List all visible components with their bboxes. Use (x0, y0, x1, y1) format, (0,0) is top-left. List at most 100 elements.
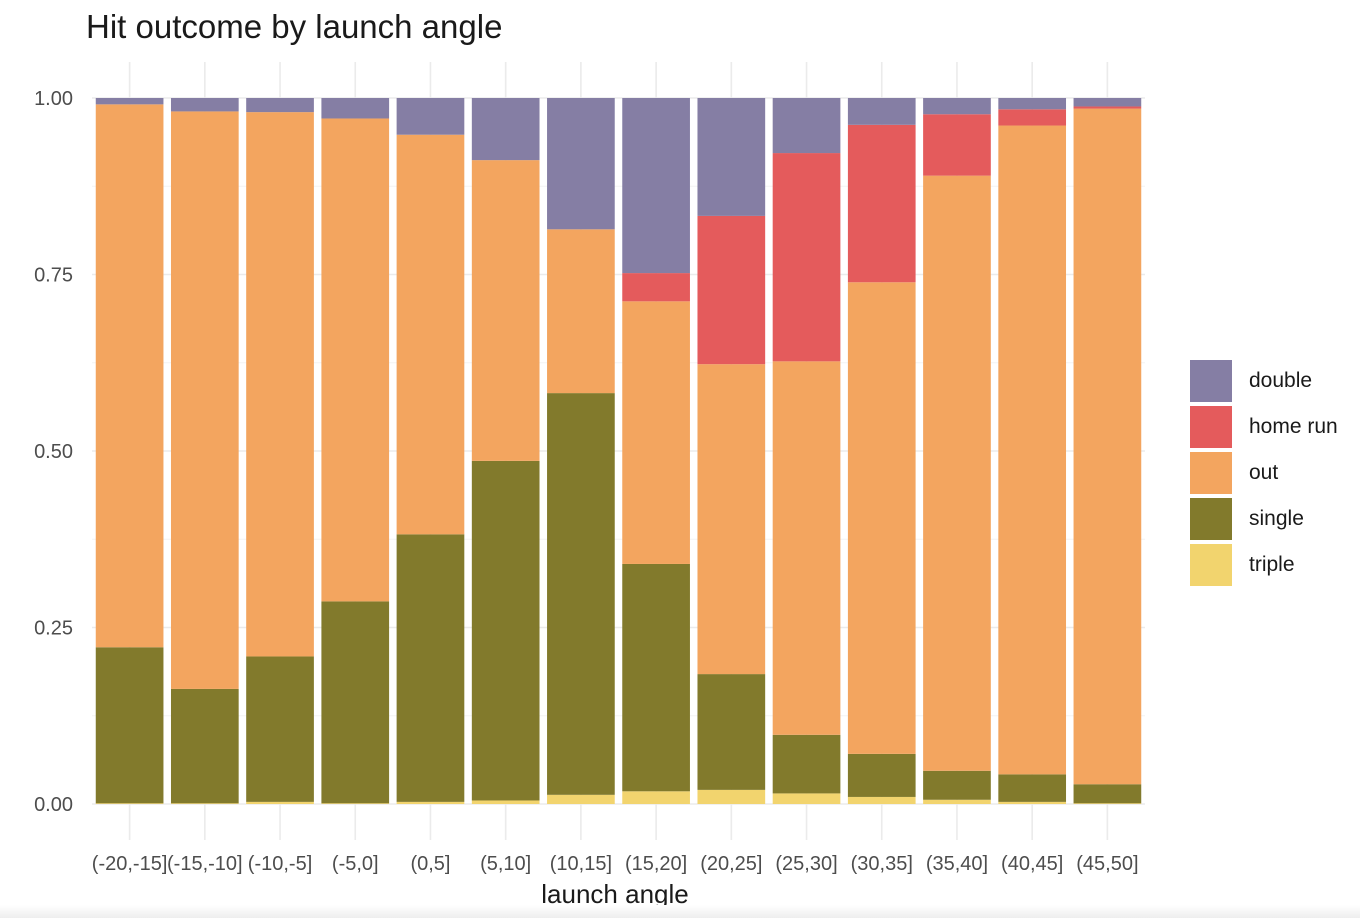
bar-segment-double (1073, 98, 1142, 107)
legend-label-triple: triple (1249, 553, 1295, 576)
bar-segment-out (170, 111, 239, 689)
legend-swatch-out (1190, 452, 1232, 494)
x-tick-label: (10,15] (550, 853, 612, 875)
bar-segment-out (1073, 108, 1142, 785)
bar-segment-triple (396, 801, 465, 804)
x-axis-title: launch angle (541, 879, 688, 909)
bar-segment-single (396, 534, 465, 802)
bar-segment-double (321, 98, 390, 119)
bar-segment-double (847, 98, 916, 125)
bar-segment-triple (998, 801, 1067, 804)
bar-segment-single (772, 734, 841, 794)
y-tick-label: 0.75 (34, 265, 73, 287)
bar-segment-single (998, 774, 1067, 802)
x-tick-label: (-15,-10] (167, 853, 243, 875)
bar-segment-single (923, 770, 991, 800)
x-tick-label: (35,40] (926, 853, 988, 875)
bar-segment-triple (847, 796, 916, 804)
bar-segment-out (847, 282, 916, 754)
bar-segment-double (923, 98, 991, 115)
y-tick-label: 0.25 (34, 618, 73, 640)
legend-item-triple: triple (1190, 542, 1338, 588)
bar-segment-triple (1073, 803, 1142, 804)
legend-item-home-run: home run (1190, 404, 1338, 450)
x-tick-label: (5,10] (480, 853, 531, 875)
bar-segment-out (772, 361, 841, 735)
bar-segment-out (622, 301, 690, 564)
bar-segment-triple (170, 803, 239, 804)
x-tick-label: (0,5] (410, 853, 450, 875)
bar-segment-home-run (847, 124, 916, 283)
legend-label-out: out (1249, 461, 1279, 484)
bar-segment-double (95, 98, 164, 105)
bar-segment-double (697, 98, 766, 216)
bar-segment-home-run (998, 109, 1067, 126)
x-tick-label: (25,30] (775, 853, 837, 875)
bar-segment-triple (246, 801, 314, 804)
bar-segment-out (697, 364, 766, 675)
bar-segment-out (321, 118, 390, 602)
bar-segment-home-run (1073, 106, 1142, 109)
legend: double home run out single triple (1190, 358, 1338, 588)
x-tick-label: (40,45] (1001, 853, 1063, 875)
bar-segment-single (697, 674, 766, 790)
bars (95, 98, 1142, 804)
bar-segment-single (321, 601, 390, 804)
bottom-edge-shade (0, 905, 1360, 918)
x-tick-label: (30,35] (851, 853, 913, 875)
legend-item-single: single (1190, 496, 1338, 542)
y-tick-label: 0.00 (34, 794, 73, 816)
bar-segment-home-run (622, 273, 690, 302)
chart-title: Hit outcome by launch angle (86, 8, 503, 45)
bar-segment-triple (622, 791, 690, 804)
bar-segment-triple (95, 803, 164, 804)
bar-segment-double (547, 98, 615, 230)
bar-segment-single (170, 688, 239, 804)
legend-swatch-double (1190, 360, 1232, 402)
bar-segment-out (246, 112, 314, 657)
x-tick-label: (-20,-15] (92, 853, 168, 875)
bar-segment-out (923, 175, 991, 771)
legend-label-double: double (1249, 369, 1313, 392)
x-tick-label: (20,25] (700, 853, 762, 875)
bar-segment-single (1073, 784, 1142, 804)
x-axis-ticks: (-20,-15] (-15,-10] (-10,-5] (-5,0] (0,5] (5,… (92, 853, 1139, 875)
bar-segment-double (471, 98, 540, 161)
x-tick-label: (15,20] (625, 853, 687, 875)
y-tick-label: 0.50 (34, 441, 73, 463)
bar-segment-double (622, 98, 690, 274)
bar-segment-out (547, 229, 615, 394)
bar-segment-single (622, 563, 690, 792)
bar-segment-triple (471, 800, 540, 804)
legend-swatch-single (1190, 498, 1232, 540)
bar-segment-out (396, 134, 465, 535)
bar-segment-double (246, 98, 314, 113)
bar-segment-double (170, 98, 239, 112)
bar-segment-home-run (923, 114, 991, 176)
bar-segment-home-run (697, 215, 766, 365)
bar-segment-triple (321, 803, 390, 804)
bar-segment-single (95, 647, 164, 804)
bar-segment-triple (547, 794, 615, 804)
bar-segment-triple (772, 793, 841, 804)
bar-segment-double (998, 98, 1067, 110)
bar-segment-out (95, 104, 164, 648)
bar-segment-double (772, 98, 841, 154)
bar-segment-single (847, 753, 916, 797)
bar-segment-triple (923, 799, 991, 804)
legend-swatch-triple (1190, 544, 1232, 586)
bar-segment-triple (697, 789, 766, 804)
bar-segment-out (998, 125, 1067, 775)
x-tick-label: (45,50] (1076, 853, 1138, 875)
legend-label-home-run: home run (1249, 415, 1338, 438)
legend-swatch-home-run (1190, 406, 1232, 448)
x-tick-label: (-10,-5] (248, 853, 312, 875)
legend-label-single: single (1249, 507, 1304, 530)
bar-segment-home-run (772, 153, 841, 362)
bar-segment-double (396, 98, 465, 135)
y-axis-ticks: 0.00 0.25 0.50 0.75 1.00 (34, 88, 73, 816)
legend-item-double: double (1190, 358, 1338, 404)
bar-segment-single (246, 656, 314, 802)
x-tick-label: (-5,0] (332, 853, 379, 875)
